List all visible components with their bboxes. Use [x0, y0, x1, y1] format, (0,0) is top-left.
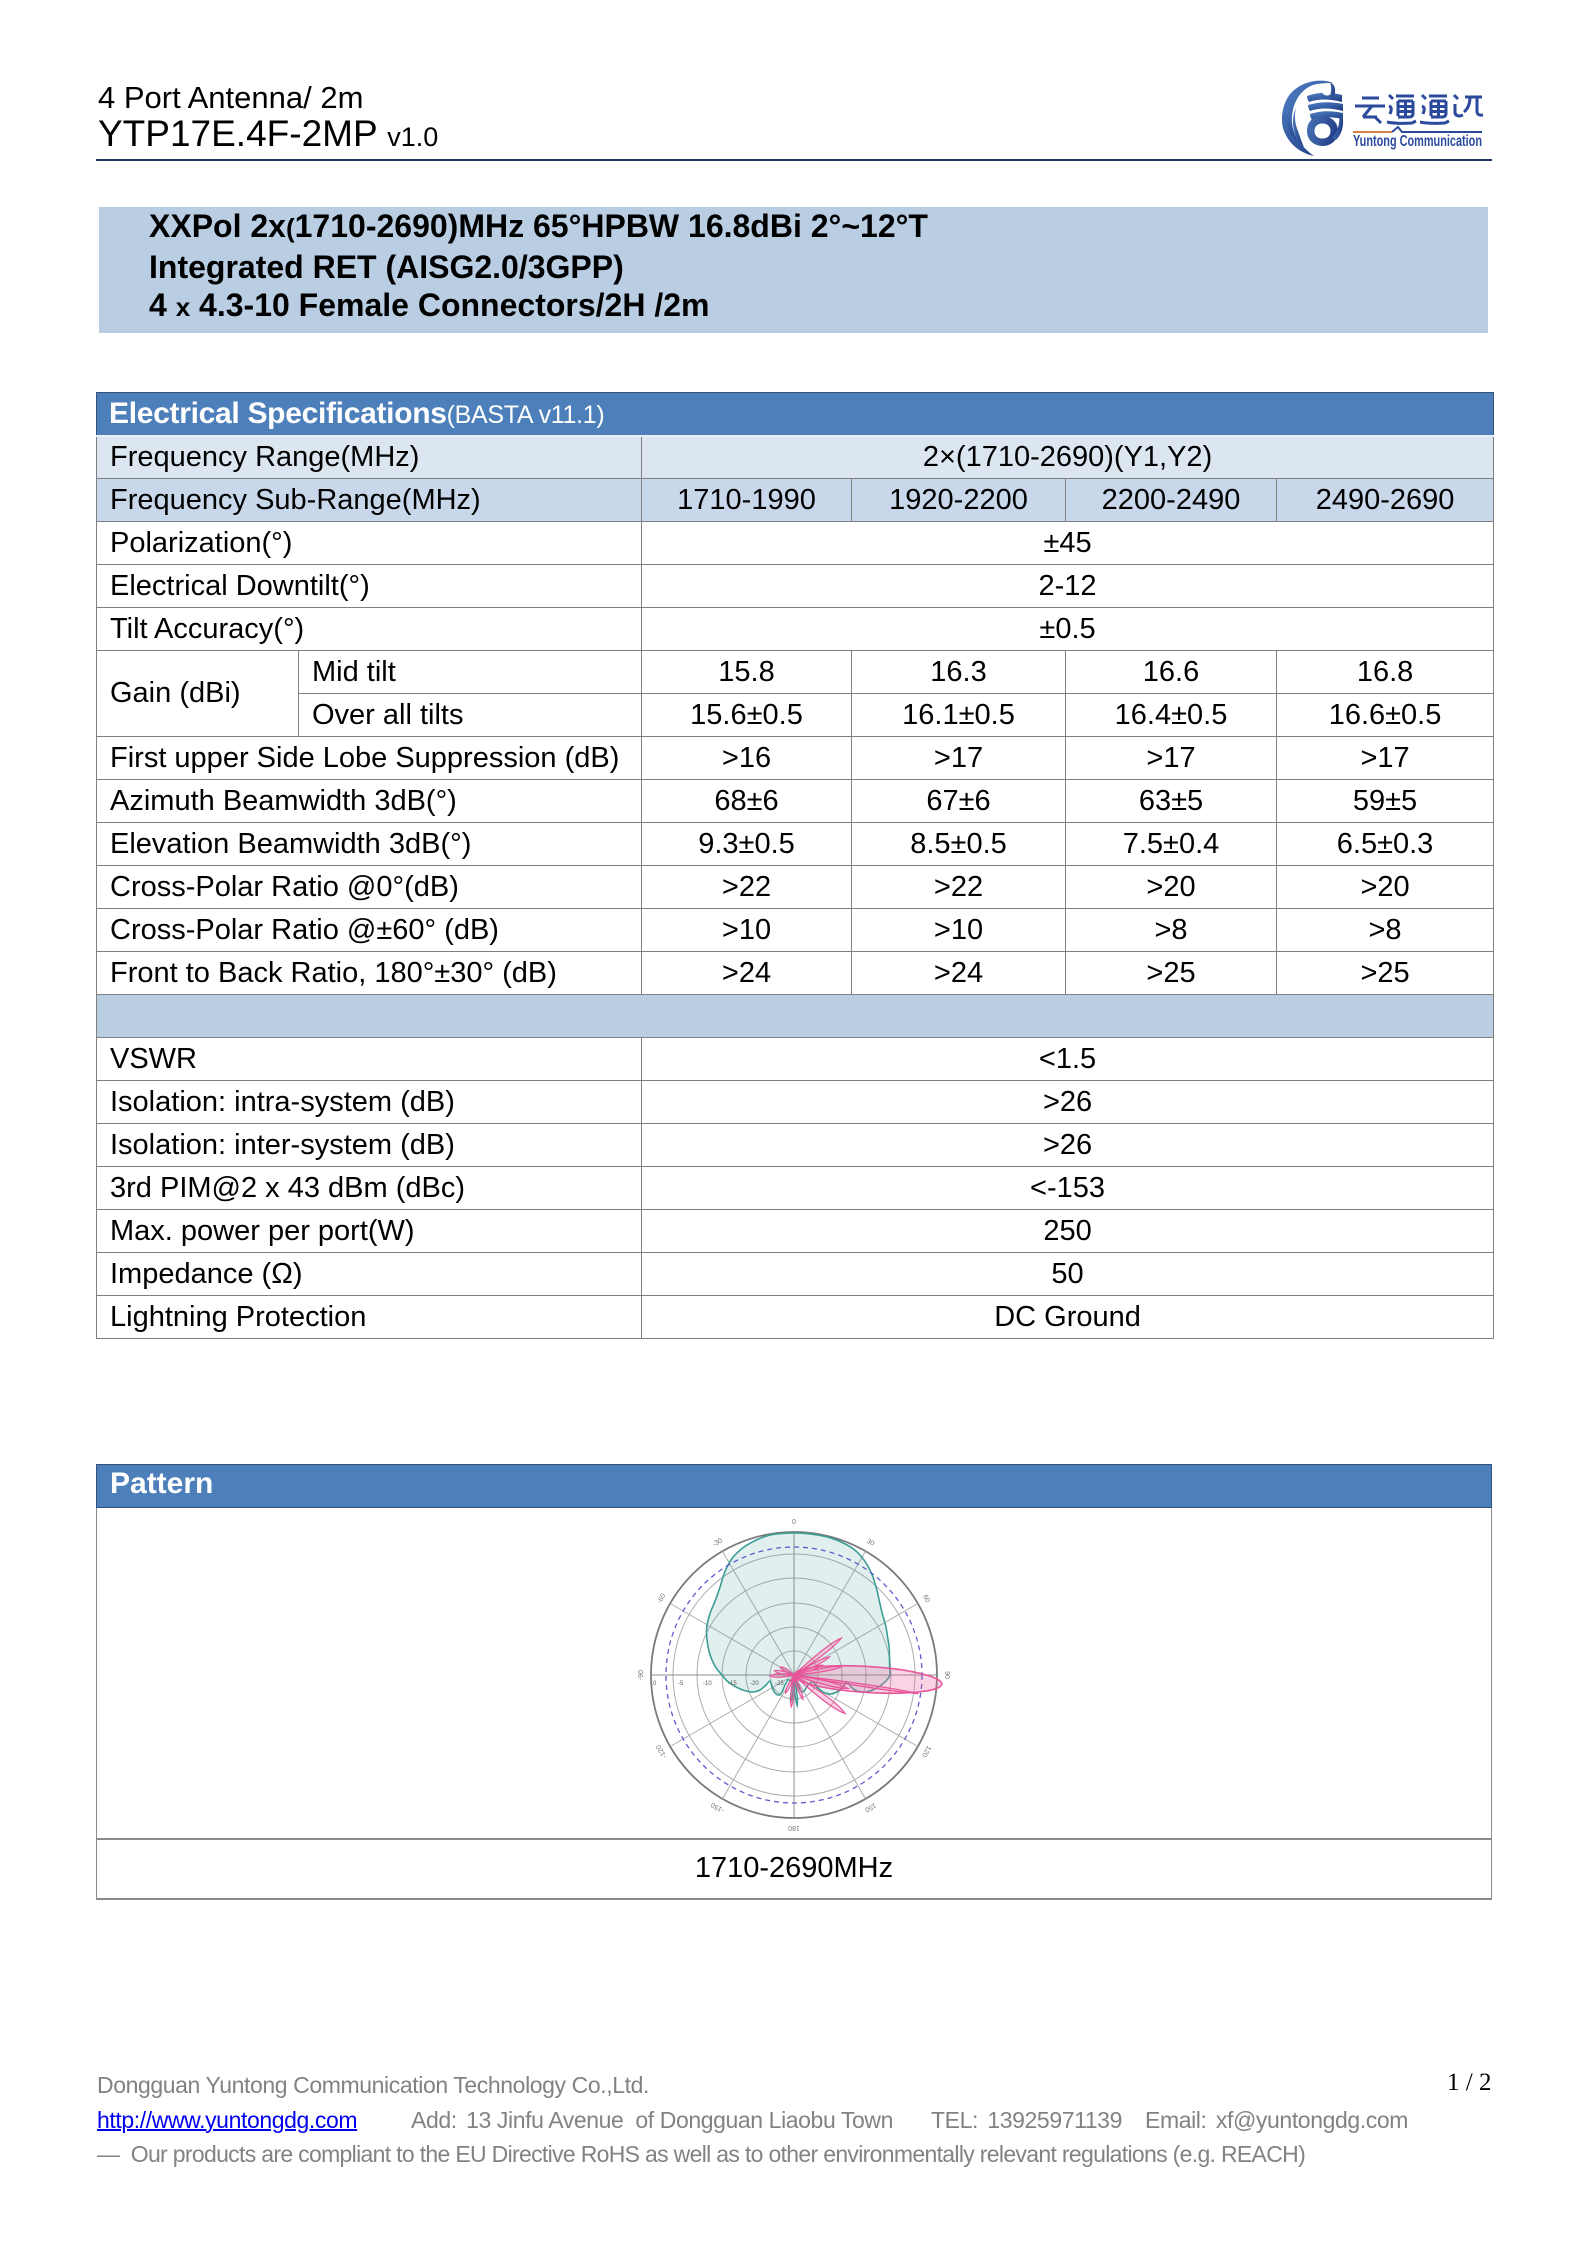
svg-text:120: 120: [920, 1744, 932, 1758]
svg-text:-120: -120: [655, 1743, 668, 1759]
svg-text:0: 0: [653, 1681, 657, 1687]
svg-text:-5: -5: [678, 1681, 684, 1687]
svg-text:Yuntong Communication: Yuntong Communication: [1353, 133, 1482, 150]
svg-text:-15: -15: [728, 1681, 737, 1687]
svg-text:-60: -60: [656, 1593, 667, 1605]
svg-text:180: 180: [788, 1824, 800, 1831]
svg-text:-25: -25: [775, 1681, 784, 1687]
svg-text:-30: -30: [712, 1537, 724, 1548]
svg-text:-150: -150: [710, 1801, 726, 1814]
svg-text:-10: -10: [703, 1681, 712, 1687]
svg-text:-90: -90: [638, 1670, 645, 1680]
svg-text:150: 150: [863, 1801, 877, 1813]
svg-text:30: 30: [865, 1538, 875, 1548]
svg-text:0: 0: [792, 1519, 796, 1526]
svg-text:-20: -20: [750, 1681, 759, 1687]
svg-text:60: 60: [921, 1594, 931, 1604]
svg-text:90: 90: [943, 1671, 950, 1679]
